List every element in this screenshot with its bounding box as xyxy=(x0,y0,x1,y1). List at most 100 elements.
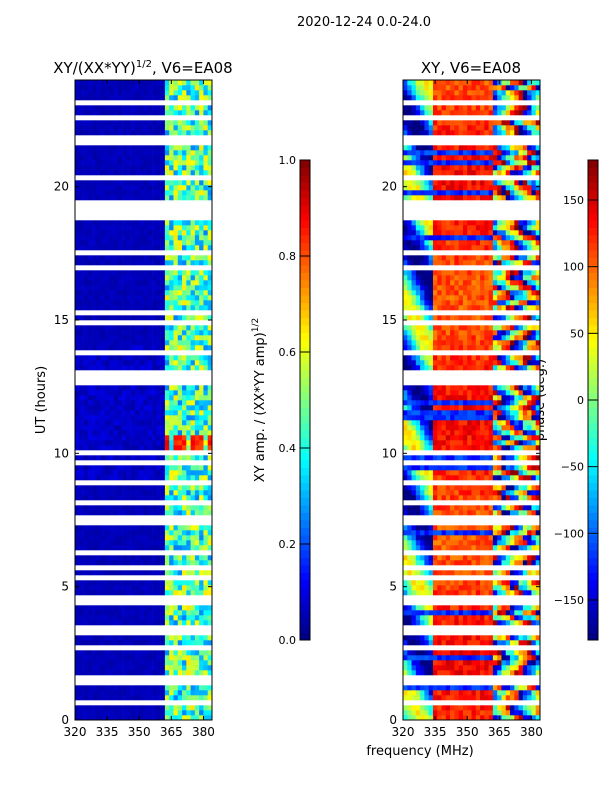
heatmap-cell xyxy=(471,655,477,661)
heatmap-cell xyxy=(458,570,464,576)
heatmap-cell xyxy=(505,400,511,406)
heatmap-cell xyxy=(190,155,196,161)
heatmap-cell xyxy=(462,335,468,341)
heatmap-cell xyxy=(169,330,174,336)
heatmap-cell xyxy=(113,160,119,166)
heatmap-cell xyxy=(143,650,149,656)
heatmap-cell xyxy=(194,690,200,696)
heatmap-cell xyxy=(83,475,89,481)
heatmap-cell xyxy=(160,465,166,471)
heatmap-cell xyxy=(117,635,123,641)
heatmap-cell xyxy=(527,580,532,586)
heatmap-cell xyxy=(169,445,174,451)
heatmap-cell xyxy=(199,355,204,361)
heatmap-cell xyxy=(177,335,183,341)
heatmap-cell xyxy=(445,490,451,496)
heatmap-cell xyxy=(83,430,89,436)
heatmap-cell xyxy=(420,495,425,501)
heatmap-cell xyxy=(480,535,485,541)
heatmap-cell xyxy=(113,530,119,536)
heatmap-cell xyxy=(177,490,183,496)
heatmap-cell xyxy=(160,360,166,366)
heatmap-cell xyxy=(458,510,464,516)
heatmap-cell xyxy=(194,195,200,201)
heatmap-cell xyxy=(164,230,170,236)
heatmap-cell xyxy=(407,365,412,371)
heatmap-cell xyxy=(207,410,213,416)
heatmap-cell xyxy=(505,485,511,491)
heatmap-cell xyxy=(182,80,187,86)
heatmap-cell xyxy=(445,665,451,671)
heatmap-cell xyxy=(164,530,170,536)
heatmap-cell xyxy=(437,615,442,621)
heatmap-cell xyxy=(428,430,434,436)
heatmap-cell xyxy=(147,670,153,676)
heatmap-cell xyxy=(437,390,442,396)
heatmap-cell xyxy=(497,580,502,586)
heatmap-cell xyxy=(437,355,442,361)
heatmap-cell xyxy=(497,335,502,341)
heatmap-cell xyxy=(424,660,429,666)
heatmap-cell xyxy=(428,340,434,346)
heatmap-cell xyxy=(156,165,161,171)
heatmap-cell xyxy=(92,405,97,411)
heatmap-cell xyxy=(173,305,179,311)
heatmap-cell xyxy=(130,640,136,646)
heatmap-cell xyxy=(122,540,127,546)
heatmap-cell xyxy=(75,220,80,226)
heatmap-cell xyxy=(484,635,489,641)
heatmap-cell xyxy=(510,335,515,341)
heatmap-cell xyxy=(87,290,93,296)
heatmap-cell xyxy=(475,650,481,656)
heatmap-cell xyxy=(152,535,157,541)
heatmap-cell xyxy=(92,525,97,531)
heatmap-cell xyxy=(207,705,213,711)
heatmap-cell xyxy=(445,695,451,701)
heatmap-cell xyxy=(420,570,425,576)
heatmap-cell xyxy=(143,505,149,511)
heatmap-cell xyxy=(207,145,213,151)
flagged-row xyxy=(403,595,540,601)
heatmap-cell xyxy=(87,255,93,261)
heatmap-cell xyxy=(143,255,149,261)
heatmap-cell xyxy=(134,695,140,701)
heatmap-cell xyxy=(522,580,528,586)
heatmap-cell xyxy=(130,395,136,401)
heatmap-cell xyxy=(130,415,136,421)
heatmap-cell xyxy=(454,390,459,396)
heatmap-cell xyxy=(104,640,110,646)
heatmap-cell xyxy=(139,240,144,246)
heatmap-cell xyxy=(83,425,89,431)
heatmap-cell xyxy=(164,695,170,701)
heatmap-cell xyxy=(156,390,161,396)
heatmap-cell xyxy=(432,640,438,646)
heatmap-cell xyxy=(87,430,93,436)
heatmap-cell xyxy=(122,560,127,566)
heatmap-cell xyxy=(411,695,417,701)
heatmap-cell xyxy=(156,530,161,536)
heatmap-cell xyxy=(411,325,417,331)
heatmap-cell xyxy=(407,590,412,596)
heatmap-cell xyxy=(182,105,187,111)
heatmap-cell xyxy=(437,690,442,696)
heatmap-cell xyxy=(83,485,89,491)
heatmap-cell xyxy=(75,445,80,451)
heatmap-cell xyxy=(190,535,196,541)
heatmap-cell xyxy=(152,195,157,201)
heatmap-cell xyxy=(488,435,494,441)
heatmap-cell xyxy=(177,540,183,546)
heatmap-cell xyxy=(126,425,131,431)
heatmap-cell xyxy=(96,710,101,716)
heatmap-cell xyxy=(79,640,84,646)
heatmap-cell xyxy=(134,325,140,331)
heatmap-cell xyxy=(113,340,119,346)
heatmap-cell xyxy=(190,715,196,721)
heatmap-cell xyxy=(186,105,191,111)
heatmap-cell xyxy=(169,495,174,501)
heatmap-cell xyxy=(75,485,80,491)
heatmap-cell xyxy=(122,80,127,86)
heatmap-cell xyxy=(437,650,442,656)
heatmap-cell xyxy=(177,410,183,416)
heatmap-cell xyxy=(169,410,174,416)
heatmap-cell xyxy=(432,710,438,716)
